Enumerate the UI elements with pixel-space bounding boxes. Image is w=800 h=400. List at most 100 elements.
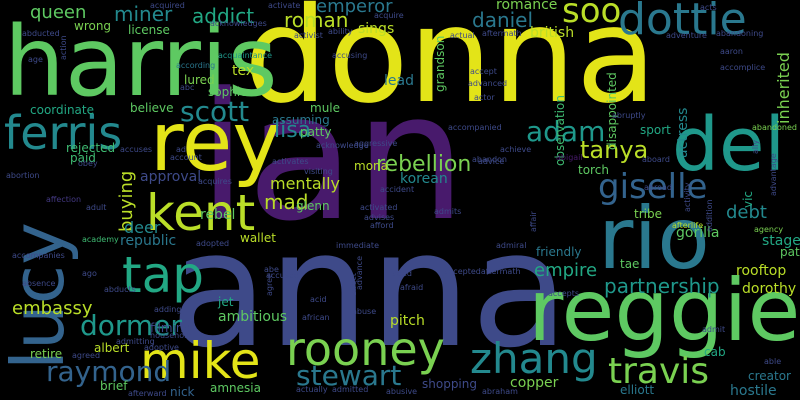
word-according: according xyxy=(176,61,216,70)
word-copper: copper xyxy=(510,375,559,391)
word-advanced: advanced xyxy=(468,79,508,88)
word-abraham: abraham xyxy=(482,387,518,396)
word-aboard: aboard xyxy=(642,155,671,164)
word-abandoning: abandoning xyxy=(716,29,764,38)
word-abuse: abuse xyxy=(352,307,377,316)
word-activity: activity xyxy=(683,182,692,213)
word-accusing: accusing xyxy=(332,51,368,60)
word-accused: accused xyxy=(266,271,299,280)
word-actual: actual xyxy=(450,31,475,40)
word-debt: debt xyxy=(726,202,767,223)
word-patty: patty xyxy=(300,125,332,139)
word-gorilla: gorilla xyxy=(676,225,720,241)
word-shopping: shopping xyxy=(422,377,477,391)
word-daniel: daniel xyxy=(472,8,534,32)
word-zhang: zhang xyxy=(470,334,598,383)
word-action: action xyxy=(59,35,68,60)
word-assuming: assuming xyxy=(272,113,330,127)
word-paid: paid xyxy=(70,151,96,165)
word-nick: nick xyxy=(170,385,195,399)
word-acknowledges: acknowledges xyxy=(210,19,267,28)
word-raymond: raymond xyxy=(46,355,172,388)
word-scott: scott xyxy=(180,95,250,128)
word-wallet: wallet xyxy=(240,231,276,245)
word-dorothy: dorothy xyxy=(742,281,797,297)
word-aaron: aaron xyxy=(720,47,743,56)
word-republic: republic xyxy=(120,233,177,249)
word-adding: adding xyxy=(154,305,182,314)
word-activated: activated xyxy=(360,203,398,212)
word-acknowledge: acknowledge xyxy=(316,141,369,150)
word-emperor: emperor xyxy=(316,0,393,17)
word-empire: empire xyxy=(534,260,598,281)
word-abc: abc xyxy=(180,83,195,92)
word-sophie: sophie xyxy=(208,85,248,99)
word-adam: adam xyxy=(526,115,606,148)
word-absence: absence xyxy=(22,279,56,288)
word-roman: roman xyxy=(284,8,349,32)
word-reggie: reggie xyxy=(528,261,800,361)
word-wrong: wrong xyxy=(74,19,112,33)
word-abandon: abandon xyxy=(472,155,507,164)
word-miner: miner xyxy=(114,2,173,26)
word-african: african xyxy=(302,313,330,322)
word-afford: afford xyxy=(370,221,394,230)
word-jet: jet xyxy=(218,295,234,309)
word-mentally: mentally xyxy=(270,174,341,193)
word-lisa: lisa xyxy=(274,118,312,143)
word-affair: affair xyxy=(529,211,538,232)
word-ally: ally xyxy=(751,139,760,154)
word-affection: affection xyxy=(46,195,82,204)
word-accept: accept xyxy=(470,67,497,76)
word-rebellion: rebellion xyxy=(376,152,472,177)
word-donna: donna xyxy=(244,0,657,133)
word-advance: advance xyxy=(355,255,364,290)
word-rejected: rejected xyxy=(66,141,116,155)
word-ago: ago xyxy=(82,269,97,278)
word-dormer: dormer xyxy=(80,309,182,342)
word-age: age xyxy=(28,55,43,64)
word-mona: mona xyxy=(354,159,388,173)
word-afraid: afraid xyxy=(400,283,424,292)
word-actor: actor xyxy=(474,93,495,102)
word-rio: rio xyxy=(598,189,710,289)
word-filming: filming xyxy=(150,321,192,335)
word-tribe: tribe xyxy=(634,207,662,221)
word-abducted: abducted xyxy=(22,29,60,38)
word-abandoned: abandoned xyxy=(752,123,797,132)
word-agreed: agreed xyxy=(72,351,101,360)
word-acceptedaftermath: acceptedaftermath xyxy=(444,267,521,276)
word-account: account xyxy=(170,153,202,162)
word-soo: soo xyxy=(562,0,622,31)
word-lead: lead xyxy=(384,73,414,89)
word-agency: agency xyxy=(754,225,784,234)
word-addict: addict xyxy=(192,4,255,28)
word-admitting: admitting xyxy=(116,337,155,346)
word-activate: activate xyxy=(268,1,301,10)
word-inherited: inherited xyxy=(774,52,793,124)
word-tanya: tanya xyxy=(580,136,649,164)
word-abducts: abducts xyxy=(104,285,136,294)
word-coordinate: coordinate xyxy=(30,103,95,117)
word-ambitious: ambitious xyxy=(218,309,288,325)
word-advice: advice xyxy=(478,157,505,166)
word-license: license xyxy=(128,23,170,37)
word-hostile: hostile xyxy=(730,383,777,399)
word-rooney: rooney xyxy=(286,322,445,376)
word-adoptive: adoptive xyxy=(144,343,179,352)
word-obey: obey xyxy=(78,159,98,168)
word-abe: abe xyxy=(264,265,279,274)
word-amnesia: amnesia xyxy=(210,381,261,395)
word-brief: brief xyxy=(100,379,128,393)
word-sings: sings xyxy=(358,21,395,37)
word-british: british xyxy=(530,25,575,41)
word-abigail: abigail xyxy=(556,153,583,162)
word-rooftop: rooftop xyxy=(736,263,787,279)
word-accomplice: accomplice xyxy=(720,63,766,72)
word-pat: pat xyxy=(780,245,800,259)
word-partnership: partnership xyxy=(604,274,720,298)
word-creator: creator xyxy=(748,369,791,383)
word-ferris: ferris xyxy=(4,106,123,160)
word-acquaintance: acquaintance xyxy=(218,51,273,60)
word-afterlife: afterlife xyxy=(672,221,704,230)
